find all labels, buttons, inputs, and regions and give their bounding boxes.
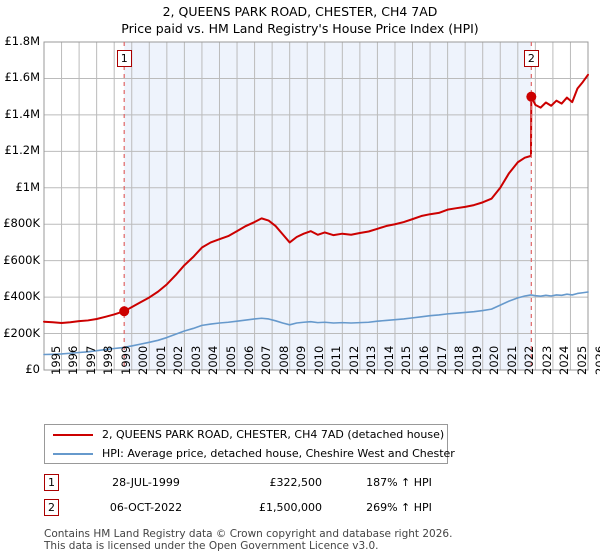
legend-label-property: 2, QUEENS PARK ROAD, CHESTER, CH4 7AD (d… <box>102 428 445 441</box>
x-axis-tick-label: 2003 <box>188 345 203 375</box>
sale-index-badge: 2 <box>44 499 59 516</box>
x-axis-tick-label: 2008 <box>276 345 291 375</box>
page-title: 2, QUEENS PARK ROAD, CHESTER, CH4 7AD <box>162 4 438 19</box>
x-axis-tick-label: 2007 <box>259 345 274 375</box>
x-axis-tick-label: 1996 <box>66 345 81 375</box>
legend-item-hpi: HPI: Average price, detached house, Ches… <box>45 444 455 463</box>
x-axis-tick-label: 2002 <box>171 345 186 375</box>
x-axis-tick-label: 2014 <box>381 345 396 375</box>
x-axis-tick-label: 1995 <box>48 345 63 375</box>
sale-index-badge: 1 <box>44 474 59 491</box>
x-axis-tick-label: 2017 <box>434 345 449 375</box>
x-axis-tick-label: 2016 <box>417 345 432 375</box>
price-history-chart: £0 £200K £400K £600K £800K £1M £1.2M £1.4M £1.6M… <box>0 34 600 379</box>
y-axis-tick-label: £400K <box>3 289 40 304</box>
sale-event-point <box>526 91 537 102</box>
y-axis-tick-label: £0 <box>25 362 40 376</box>
table-row: 2 06-OCT-2022 £1,500,000 269% ↑ HPI <box>44 497 464 522</box>
x-axis-tick-label: 2010 <box>311 345 326 375</box>
x-axis-tick-label: 2025 <box>574 345 589 375</box>
chart-title-block: 2, QUEENS PARK ROAD, CHESTER, CH4 7AD Pr… <box>0 3 600 37</box>
y-axis-tick-label: £200K <box>3 325 40 340</box>
x-axis-tick-label: 2011 <box>329 345 344 375</box>
x-axis-tick-label: 1998 <box>101 345 116 375</box>
x-axis-tick-label: 2024 <box>557 345 572 375</box>
y-axis-tick-label: £1.8M <box>4 34 40 48</box>
sale-hpi-delta: 269% ↑ HPI <box>366 501 432 514</box>
legend-item-property: 2, QUEENS PARK ROAD, CHESTER, CH4 7AD (d… <box>45 425 447 444</box>
chart-marker-2: 2 <box>523 50 539 67</box>
x-axis-tick-label: 2013 <box>364 345 379 375</box>
y-axis-tick-label: £600K <box>3 252 40 267</box>
x-axis-tick-label: 2020 <box>487 345 502 375</box>
x-axis-tick-label: 1997 <box>83 345 98 375</box>
y-axis-tick-label: £800K <box>3 216 40 231</box>
x-axis-tick-label: 2022 <box>522 345 537 375</box>
sale-date: 06-OCT-2022 <box>109 501 183 514</box>
chart-svg <box>43 41 589 371</box>
chart-marker-1: 1 <box>116 50 132 67</box>
sale-hpi-delta: 187% ↑ HPI <box>366 476 432 489</box>
y-axis-tick-label: £1.4M <box>4 106 40 121</box>
copyright-line: Contains HM Land Registry data © Crown c… <box>44 528 453 540</box>
x-axis-tick-label: 2009 <box>294 345 309 375</box>
sale-price: £1,500,000 <box>259 501 322 514</box>
chart-legend: 2, QUEENS PARK ROAD, CHESTER, CH4 7AD (d… <box>44 424 455 464</box>
ownership-span-shading <box>124 42 532 370</box>
series-line-hpi <box>43 291 589 356</box>
licence-line: This data is licensed under the Open Gov… <box>44 540 379 552</box>
x-axis-tick-label: 2023 <box>539 345 554 375</box>
legend-swatch-property <box>53 433 93 436</box>
x-axis-tick-label: 2018 <box>452 345 467 375</box>
series-line-property <box>43 73 589 324</box>
x-axis-tick-label: 2000 <box>136 345 151 375</box>
x-axis-tick-label: 2001 <box>153 345 168 375</box>
x-axis-tick-label: 2012 <box>346 345 361 375</box>
sale-price: £322,500 <box>269 476 323 489</box>
sale-date: 28-JUL-1999 <box>112 476 180 489</box>
x-axis-tick-label: 2005 <box>223 345 238 375</box>
x-axis-tick-label: 2021 <box>504 345 519 375</box>
x-axis-tick-label: 1999 <box>118 345 133 375</box>
x-axis-tick-label: 2006 <box>241 345 256 375</box>
y-axis-tick-label: £1.6M <box>4 70 40 85</box>
page-subtitle: Price paid vs. HM Land Registry's House … <box>121 21 479 36</box>
legend-label-hpi: HPI: Average price, detached house, Ches… <box>102 447 455 460</box>
plot-frame <box>43 41 589 371</box>
x-axis-tick-label: 2015 <box>399 345 414 375</box>
attribution-footer: Contains HM Land Registry data © Crown c… <box>44 528 584 552</box>
x-axis-tick-label: 2004 <box>206 345 221 375</box>
sale-event-point <box>119 306 130 317</box>
y-axis-tick-label: £1M <box>15 179 40 194</box>
y-axis-tick-label: £1.2M <box>4 143 40 158</box>
x-axis-tick-label: 2026 <box>592 345 600 375</box>
sales-table: 1 28-JUL-1999 £322,500 187% ↑ HPI 2 06-O… <box>44 472 464 522</box>
x-axis-tick-label: 2019 <box>469 345 484 375</box>
legend-swatch-hpi <box>53 452 93 455</box>
table-row: 1 28-JUL-1999 £322,500 187% ↑ HPI <box>44 472 464 497</box>
